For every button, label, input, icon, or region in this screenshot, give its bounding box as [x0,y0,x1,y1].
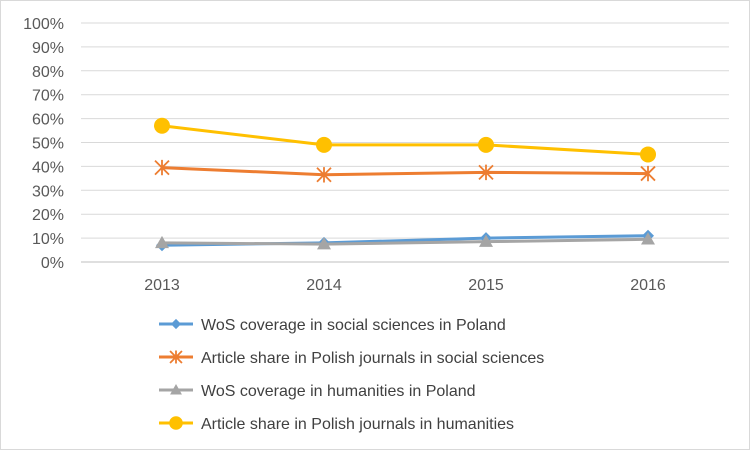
data-point [154,159,170,176]
y-tick-label: 0% [41,255,64,272]
gridlines [81,22,729,263]
data-point [170,318,182,330]
legend-entry: Article share in Polish journals in huma… [159,416,514,433]
y-tick-label: 60% [32,112,64,129]
data-point [478,136,494,153]
data-point [479,234,493,247]
y-tick-label: 100% [23,16,64,33]
y-tick-label: 10% [32,231,64,248]
data-point [169,416,183,430]
series-lines [154,117,656,252]
y-tick-label: 20% [32,207,64,224]
data-point [316,136,332,153]
y-tick-label: 30% [32,183,64,200]
data-point [154,117,170,134]
x-tick-label: 2013 [144,277,180,294]
series-line [160,124,650,156]
x-axis-ticks: 2013 2014 2015 2016 [144,277,666,294]
y-tick-label: 70% [32,88,64,105]
data-point [317,237,331,250]
series-4 [154,117,656,163]
legend-entry: Article share in Polish journals in soci… [159,350,544,367]
data-point [169,350,183,364]
x-tick-label: 2016 [630,277,666,294]
y-tick-label: 90% [32,40,64,57]
y-tick-label: 50% [32,136,64,153]
legend-label: Article share in Polish journals in soci… [201,350,544,367]
data-point [640,165,656,182]
series-line [160,166,650,177]
data-point [170,384,182,395]
y-tick-label: 80% [32,64,64,81]
legend-label: WoS coverage in humanities in Poland [201,383,476,400]
x-tick-label: 2014 [306,277,342,294]
data-point [641,232,655,245]
data-point [155,235,169,249]
legend-label: WoS coverage in social sciences in Polan… [201,317,506,334]
data-point [478,164,494,181]
x-tick-label: 2015 [468,277,504,294]
series-line [160,237,650,246]
legend-entry: WoS coverage in social sciences in Polan… [159,317,506,334]
data-point [316,167,332,183]
legend-label: Article share in Polish journals in huma… [201,416,514,433]
legend: WoS coverage in social sciences in Polan… [159,317,544,433]
series-2 [154,159,656,183]
y-tick-label: 40% [32,159,64,176]
data-point [640,146,656,163]
legend-entry: WoS coverage in humanities in Poland [159,383,476,400]
y-axis-ticks: 0% 10% 20% 30% 40% 50% 60% 70% 80% 90% 100% [23,16,64,272]
series-3 [155,232,655,250]
